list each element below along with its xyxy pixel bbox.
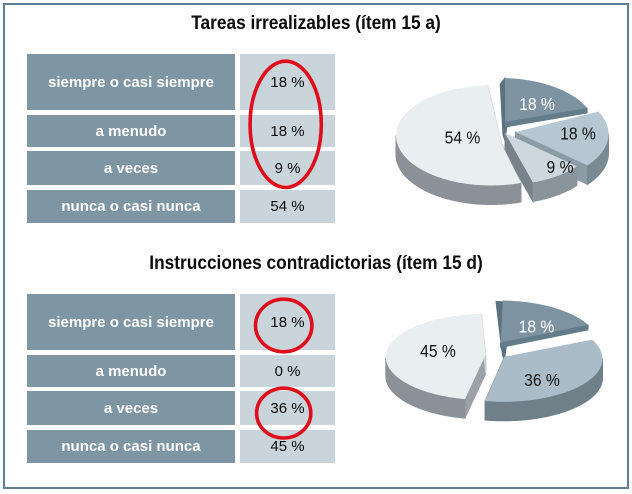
svg-text:45 %: 45 % (420, 341, 456, 361)
svg-text:54 %: 54 % (445, 127, 481, 147)
svg-text:18 %: 18 % (519, 316, 555, 336)
svg-text:18 %: 18 % (560, 123, 596, 143)
svg-text:36 %: 36 % (524, 370, 560, 390)
svg-text:18 %: 18 % (519, 94, 555, 114)
svg-text:9 %: 9 % (547, 157, 574, 177)
